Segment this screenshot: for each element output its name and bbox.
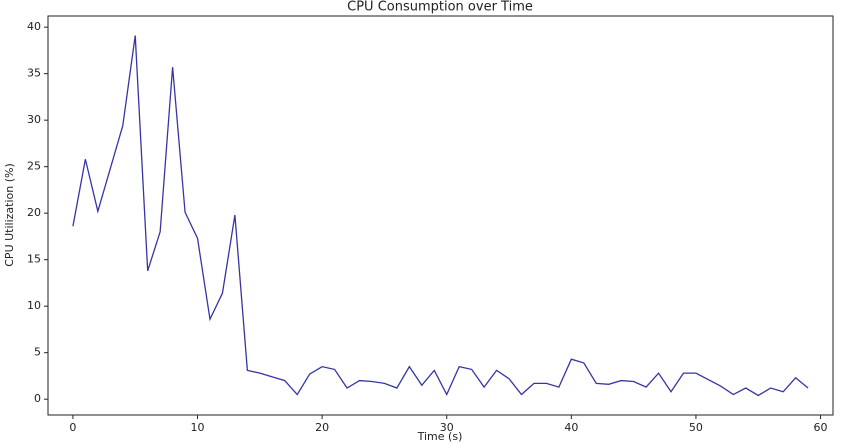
x-tick-label: 40 — [564, 421, 578, 434]
x-tick-label: 30 — [440, 421, 454, 434]
y-tick-label: 15 — [27, 253, 41, 266]
y-tick-label: 35 — [27, 67, 41, 80]
y-tick-label: 0 — [34, 392, 41, 405]
y-tick-label: 10 — [27, 299, 41, 312]
y-tick-label: 5 — [34, 346, 41, 359]
plot-frame — [47, 15, 834, 416]
x-tick-label: 50 — [689, 421, 703, 434]
y-tick-label: 40 — [27, 20, 41, 33]
y-tick-label: 20 — [27, 206, 41, 219]
y-axis-label: CPU Utilization (%) — [3, 163, 16, 267]
y-tick-label: 30 — [27, 113, 41, 126]
x-tick-label: 60 — [814, 421, 828, 434]
x-tick-label: 20 — [315, 421, 329, 434]
x-axis-label: Time (s) — [417, 430, 463, 443]
line — [72, 35, 809, 397]
chart-title: CPU Consumption over Time — [347, 0, 533, 15]
y-tick-label: 25 — [27, 160, 41, 173]
x-tick-label: 10 — [191, 421, 205, 434]
x-tick-label: 0 — [69, 421, 76, 434]
